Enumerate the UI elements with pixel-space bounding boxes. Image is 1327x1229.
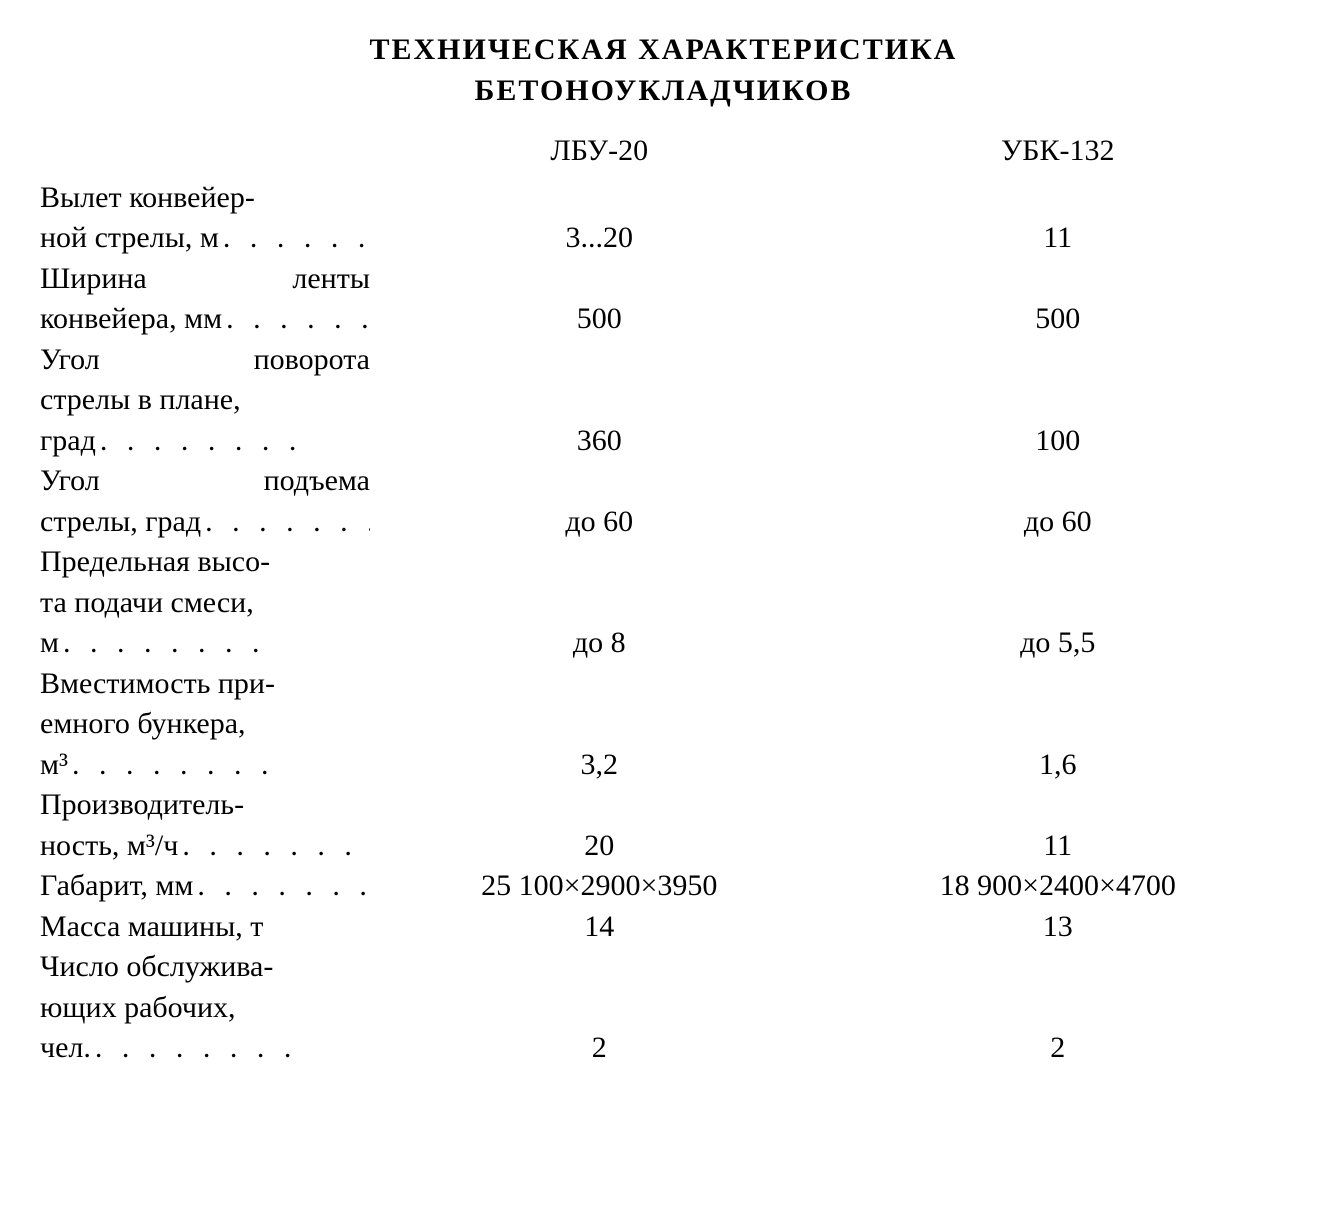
dot-leader: . . . . . . . . <box>222 299 370 340</box>
row-label-prefix: ющих рабочих, <box>40 988 370 1029</box>
row-label: стрелы, град. . . . . . . . <box>40 502 370 543</box>
cell-value: 11 <box>829 218 1288 259</box>
cell-value: 3...20 <box>370 218 829 259</box>
row-label-prefix: стрелы в плане, <box>40 380 370 421</box>
cell-value: 500 <box>370 299 829 340</box>
cell-value: 100 <box>829 421 1288 462</box>
row-label: град. . . . . . . . <box>40 421 370 462</box>
row-label-prefix: Ширина ленты <box>40 259 370 300</box>
cell-value: 360 <box>370 421 829 462</box>
row-label-prefix: Предельная высо- <box>40 542 370 583</box>
row-label-text: чел. <box>40 1028 91 1069</box>
cell-value: до 60 <box>370 502 829 543</box>
row-label-prefix: Вылет конвейер- <box>40 178 370 219</box>
cell-value: 500 <box>829 299 1288 340</box>
row-label: ной стрелы, м. . . . . . . . <box>40 218 370 259</box>
spec-table: ЛБУ-20 УБК-132 Вылет конвейер-ной стрелы… <box>40 131 1287 1069</box>
cell-value: 14 <box>370 907 829 948</box>
title-line-1: ТЕХНИЧЕСКАЯ ХАРАКТЕРИСТИКА <box>40 30 1287 71</box>
row-label: чел.. . . . . . . . <box>40 1028 370 1069</box>
row-label-text: ной стрелы, м <box>40 218 219 259</box>
row-label-text: Масса машины, т <box>40 907 263 948</box>
row-label-text: м <box>40 623 59 664</box>
cell-value: до 60 <box>829 502 1288 543</box>
row-label: м³. . . . . . . . <box>40 745 370 786</box>
row-label-prefix: емного бункера, <box>40 704 370 745</box>
row-label: Масса машины, т <box>40 907 370 948</box>
row-label-text: ность, м³/ч <box>40 826 178 867</box>
row-label-text: Габарит, мм <box>40 866 193 907</box>
column-header-2: УБК-132 <box>829 131 1288 178</box>
row-label-prefix: Угол подъема <box>40 461 370 502</box>
cell-value: 3,2 <box>370 745 829 786</box>
cell-value: до 8 <box>370 623 829 664</box>
row-label-prefix: та подачи смеси, <box>40 583 370 624</box>
cell-value: 2 <box>370 1028 829 1069</box>
cell-value: 25 100×2900×3950 <box>370 866 829 907</box>
row-label: м. . . . . . . . <box>40 623 370 664</box>
cell-value: 18 900×2400×4700 <box>829 866 1288 907</box>
dot-leader: . . . . . . . . <box>201 502 370 543</box>
cell-value: 1,6 <box>829 745 1288 786</box>
dot-leader: . . . . . . . . <box>219 218 370 259</box>
row-label-text: град <box>40 421 96 462</box>
row-label-prefix: Угол поворота <box>40 340 370 381</box>
dot-leader: . . . . . . . . <box>96 421 370 462</box>
cell-value: 11 <box>829 826 1288 867</box>
page-title: ТЕХНИЧЕСКАЯ ХАРАКТЕРИСТИКА БЕТОНОУКЛАДЧИ… <box>40 30 1287 111</box>
dot-leader: . . . . . . . . <box>68 745 370 786</box>
column-header-1: ЛБУ-20 <box>370 131 829 178</box>
cell-value: до 5,5 <box>829 623 1288 664</box>
cell-value: 13 <box>829 907 1288 948</box>
dot-leader: . . . . . . . . <box>193 866 370 907</box>
cell-value: 20 <box>370 826 829 867</box>
dot-leader: . . . . . . . . <box>178 826 370 867</box>
row-label-prefix: Вместимость при- <box>40 664 370 705</box>
row-label-text: конвейера, мм <box>40 299 222 340</box>
cell-value: 2 <box>829 1028 1288 1069</box>
row-label: Габарит, мм. . . . . . . . <box>40 866 370 907</box>
row-label-text: стрелы, град <box>40 502 201 543</box>
dot-leader: . . . . . . . . <box>59 623 370 664</box>
row-label-text: м³ <box>40 745 68 786</box>
row-label: конвейера, мм. . . . . . . . <box>40 299 370 340</box>
row-label: ность, м³/ч. . . . . . . . <box>40 826 370 867</box>
title-line-2: БЕТОНОУКЛАДЧИКОВ <box>40 71 1287 112</box>
dot-leader: . . . . . . . . <box>91 1028 370 1069</box>
row-label-prefix: Число обслужива- <box>40 947 370 988</box>
row-label-prefix: Производитель- <box>40 785 370 826</box>
